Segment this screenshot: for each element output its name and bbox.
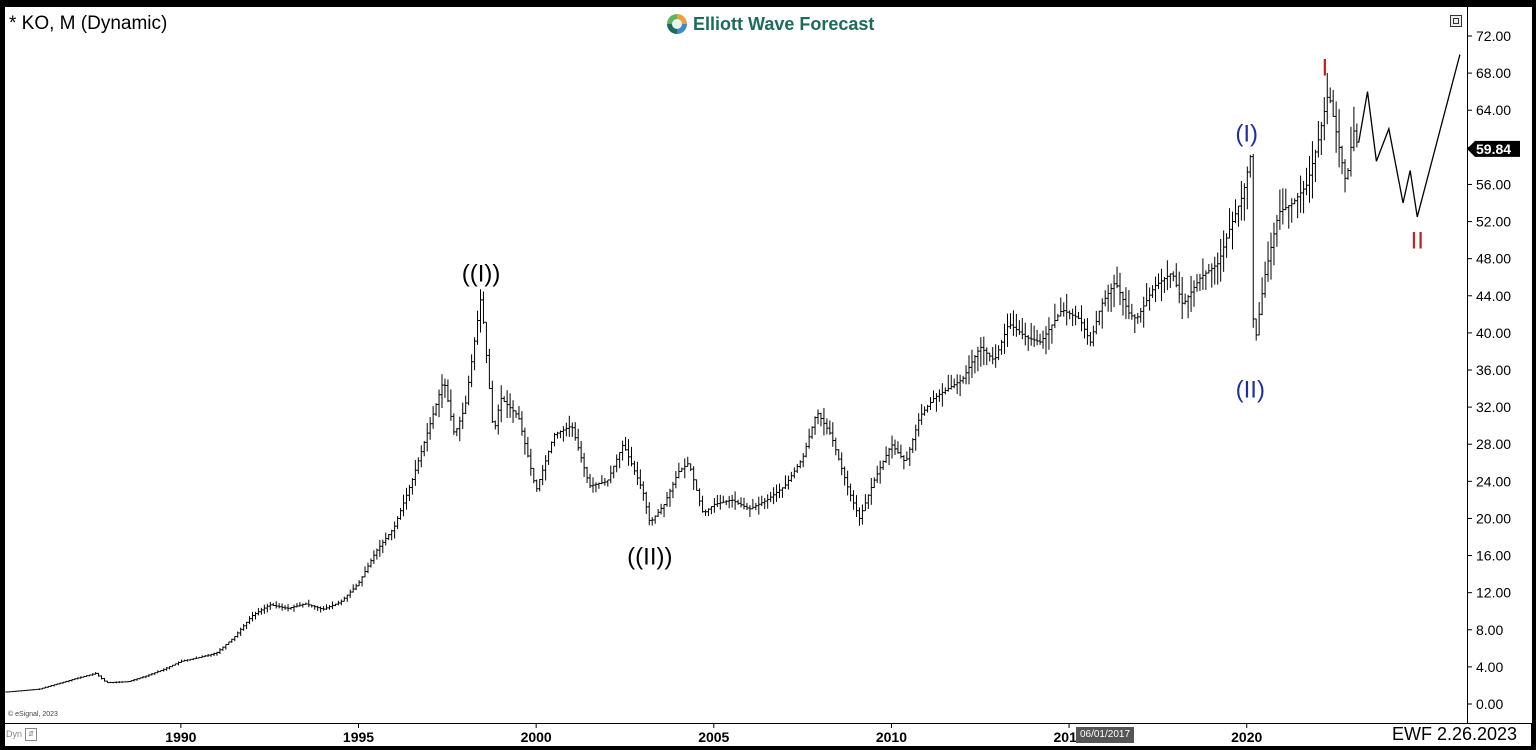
y-tick-label: 44.00 xyxy=(1476,288,1511,304)
time-axis[interactable] xyxy=(5,723,1531,746)
y-tick-label: 36.00 xyxy=(1476,362,1511,378)
brand-logo: Elliott Wave Forecast xyxy=(666,11,874,37)
wave-label: (II) xyxy=(1236,377,1265,404)
y-tick-label: 32.00 xyxy=(1476,399,1511,415)
last-price-tag: 59.84 xyxy=(1467,140,1520,157)
chart-title: * KO, M (Dynamic) xyxy=(9,13,168,34)
y-tick-label: 20.00 xyxy=(1476,510,1511,526)
dyn-label: Dyn xyxy=(6,729,23,739)
price-axis-ticks: 0.00 4.00 8.00 12.00 16.00 20.00 24.00 28.00 32.… xyxy=(1467,28,1511,712)
wave-label: ((II)) xyxy=(627,544,672,571)
x-tick-label: 2005 xyxy=(698,729,729,745)
wave-label: (I) xyxy=(1235,121,1258,148)
wave-label: I xyxy=(1322,55,1329,82)
y-tick-label: 64.00 xyxy=(1476,102,1511,118)
copyright-text: © eSignal, 2023 xyxy=(8,711,58,718)
y-tick-label: 8.00 xyxy=(1476,622,1503,638)
x-tick-label: 1995 xyxy=(343,729,374,745)
brand-name: Elliott Wave Forecast xyxy=(693,13,875,34)
last-price-box xyxy=(1467,140,1520,157)
price-axis[interactable] xyxy=(1467,7,1532,723)
x-tick-label: 2010 xyxy=(876,729,907,745)
dyn-toggle-icon[interactable]: ⇵ xyxy=(25,728,37,741)
x-tick-label: 2000 xyxy=(521,729,552,745)
y-tick-label: 52.00 xyxy=(1476,214,1511,230)
y-tick-label: 0.00 xyxy=(1476,696,1503,712)
restore-window-icon[interactable] xyxy=(1450,15,1462,27)
y-tick-label: 40.00 xyxy=(1476,325,1511,341)
y-tick-label: 28.00 xyxy=(1476,436,1511,452)
wave-labels: ((I))((II))(I)(II)III xyxy=(462,55,1424,571)
wave-label: II xyxy=(1411,227,1424,254)
price-bars xyxy=(5,73,1359,693)
y-tick-label: 24.00 xyxy=(1476,473,1511,489)
wave-label: ((I)) xyxy=(462,261,501,288)
y-tick-label: 4.00 xyxy=(1476,659,1503,675)
y-tick-label: 12.00 xyxy=(1476,585,1511,601)
wave-projection-line xyxy=(1357,54,1461,218)
y-tick-label: 68.00 xyxy=(1476,65,1511,81)
x-tick-label: 1990 xyxy=(165,729,196,745)
y-tick-label: 56.00 xyxy=(1476,176,1511,192)
ewf-date-stamp: EWF 2.26.2023 xyxy=(1392,724,1518,744)
cursor-date-tag: 06/01/2017 xyxy=(1076,727,1134,743)
plot-area[interactable] xyxy=(5,7,1467,723)
y-tick-label: 48.00 xyxy=(1476,251,1511,267)
last-price-value: 59.84 xyxy=(1476,141,1511,157)
y-tick-label: 72.00 xyxy=(1476,28,1511,44)
y-tick-label: 16.00 xyxy=(1476,548,1511,564)
ewf-logo-icon xyxy=(667,14,687,34)
x-tick-label: 2020 xyxy=(1231,729,1262,745)
